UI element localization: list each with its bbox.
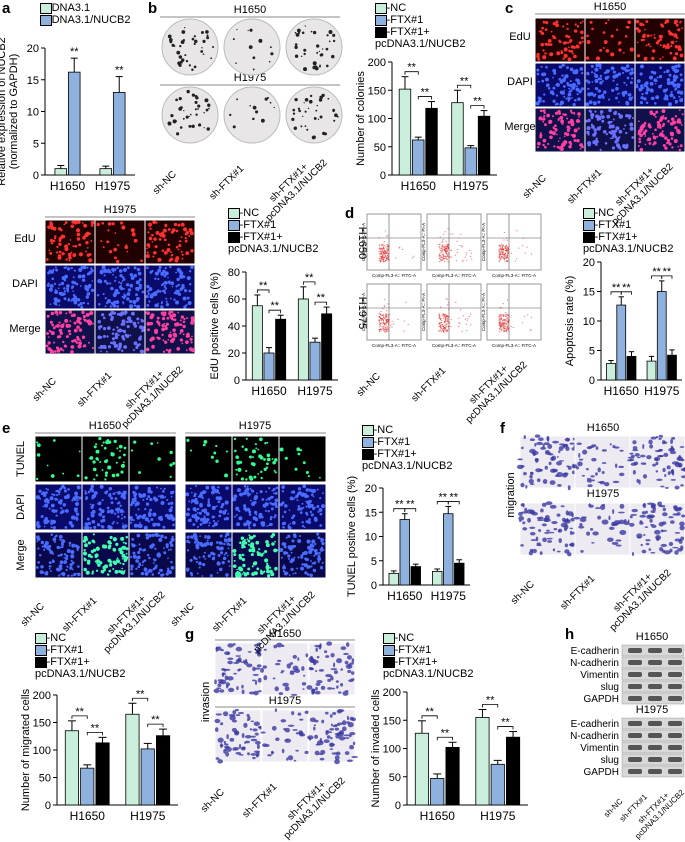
legend-label: sh-FTX#1+ pcDNA3.1/NUCB2 — [35, 656, 160, 680]
legend-entry: sh-NC — [362, 424, 477, 436]
legend-entry: sh-FTX#1 — [375, 14, 500, 26]
legend-label: sh-FTX#1+ pcDNA3.1/NUCB2 — [583, 231, 685, 255]
legend-entry: sh-NC — [583, 207, 685, 219]
legend-swatch — [383, 645, 395, 656]
legend-swatch — [362, 437, 374, 448]
legend-swatch — [35, 645, 47, 656]
legend-entry: sh-FTX#1 — [362, 436, 477, 448]
legend: sh-NCsh-FTX#1sh-FTX#1+ pcDNA3.1/NUCB2 — [383, 632, 508, 680]
legend-swatch — [362, 425, 374, 436]
group-label: sh-NC — [336, 352, 402, 418]
legend: sh-NCsh-FTX#1sh-FTX#1+ pcDNA3.1/NUCB2 — [228, 207, 348, 255]
legend-swatch — [375, 27, 387, 38]
panel-letter: f — [500, 420, 505, 437]
legend-swatch — [362, 449, 374, 460]
group-label: sh-NC — [132, 150, 198, 216]
legend-entry: sh-NC — [383, 632, 508, 644]
legend-swatch — [583, 220, 595, 231]
legend-entry: sh-FTX#1+ pcDNA3.1/NUCB2 — [383, 656, 508, 680]
legend-swatch — [228, 232, 240, 243]
legend-entry: sh-FTX#1 — [583, 219, 685, 231]
legend-swatch — [383, 657, 395, 668]
legend-entry: sh-FTX#1+ pcDNA3.1/NUCB2 — [583, 231, 685, 255]
legend-swatch — [375, 3, 387, 14]
legend-entry: sh-FTX#1+ pcDNA3.1/NUCB2 — [35, 656, 160, 680]
legend-label: pcDNA3.1/NUCB2 — [40, 14, 130, 26]
legend-label: sh-FTX#1+ pcDNA3.1/NUCB2 — [362, 448, 477, 472]
legend-swatch — [228, 220, 240, 231]
legend-swatch — [228, 208, 240, 219]
legend: sh-NCsh-FTX#1sh-FTX#1+ pcDNA3.1/NUCB2 — [35, 632, 160, 680]
group-label: sh-FTX#1 — [396, 352, 462, 418]
panel-letter: a — [2, 0, 10, 17]
legend-entry: sh-FTX#1 — [383, 644, 508, 656]
panel-letter: c — [505, 0, 513, 17]
legend-entry: sh-FTX#1+ pcDNA3.1/NUCB2 — [375, 26, 500, 50]
legend-swatch — [375, 15, 387, 26]
panel-letter: e — [2, 420, 10, 437]
legend: pcDNA3.1pcDNA3.1/NUCB2 — [40, 2, 150, 26]
legend-label: sh-FTX#1+ pcDNA3.1/NUCB2 — [228, 231, 348, 255]
legend-entry: pcDNA3.1/NUCB2 — [40, 14, 150, 26]
legend: sh-NCsh-FTX#1sh-FTX#1+ pcDNA3.1/NUCB2 — [375, 2, 500, 50]
legend-entry: pcDNA3.1 — [40, 2, 150, 14]
legend-swatch — [583, 208, 595, 219]
legend-swatch — [383, 633, 395, 644]
group-label: sh-FTX#1 — [194, 150, 260, 216]
legend-swatch — [583, 232, 595, 243]
group-label: sh-FTX#1+ pcDNA3.1/NUCB2 — [600, 560, 674, 634]
legend-swatch — [35, 657, 47, 668]
legend-swatch — [40, 3, 52, 14]
legend: sh-NCsh-FTX#1sh-FTX#1+ pcDNA3.1/NUCB2 — [362, 424, 477, 472]
legend-swatch — [40, 15, 52, 26]
legend-label: sh-FTX#1+ pcDNA3.1/NUCB2 — [383, 656, 508, 680]
legend-entry: sh-FTX#1 — [35, 644, 160, 656]
legend-entry: sh-NC — [35, 632, 160, 644]
legend-entry: sh-NC — [375, 2, 500, 14]
legend-entry: sh-FTX#1 — [228, 219, 348, 231]
legend-entry: sh-FTX#1+ pcDNA3.1/NUCB2 — [228, 231, 348, 255]
panel-letter: g — [185, 626, 194, 643]
panel-letter: h — [565, 626, 574, 643]
legend: sh-NCsh-FTX#1sh-FTX#1+ pcDNA3.1/NUCB2 — [583, 207, 685, 255]
legend-label: sh-FTX#1+ pcDNA3.1/NUCB2 — [375, 26, 500, 50]
group-label: sh-FTX#1+ pcDNA3.1/NUCB2 — [456, 352, 530, 426]
legend-entry: sh-FTX#1+ pcDNA3.1/NUCB2 — [362, 448, 477, 472]
legend-swatch — [35, 633, 47, 644]
legend-entry: sh-NC — [228, 207, 348, 219]
